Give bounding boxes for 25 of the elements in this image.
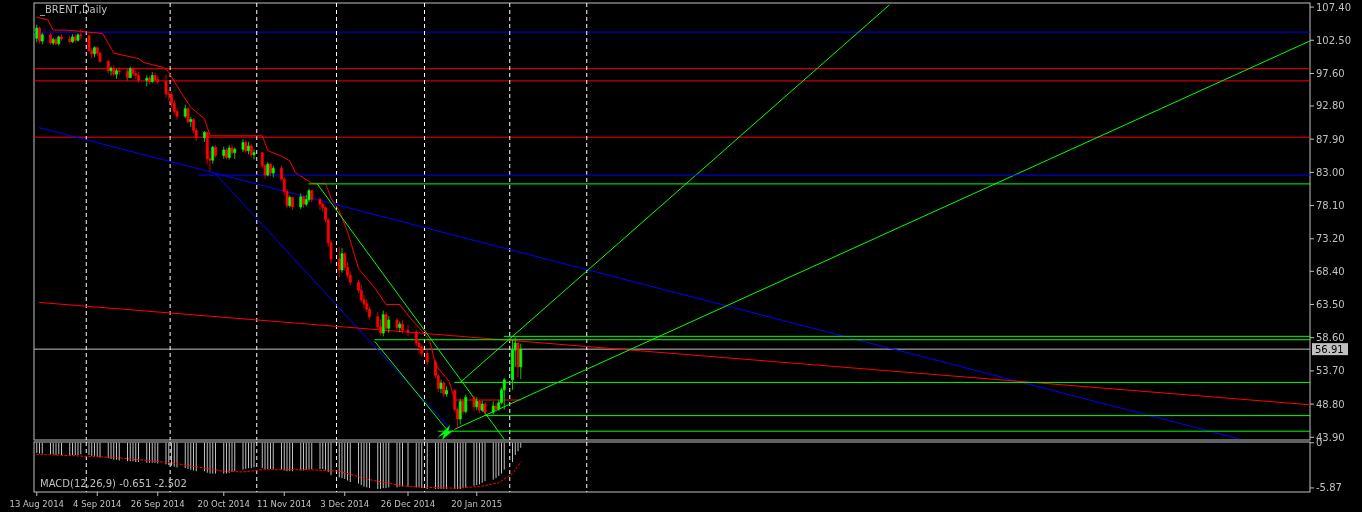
chart-title: _BRENT,Daily: [39, 4, 108, 16]
x-tick-label: 20 Oct 2014: [197, 499, 251, 509]
x-tick-label: 13 Aug 2014: [9, 499, 64, 509]
y-tick-label: 48.80: [1316, 398, 1345, 410]
x-tick-label: 26 Dec 2014: [380, 499, 436, 509]
y-tick-label: 68.40: [1316, 265, 1345, 277]
y-tick-label: 53.70: [1316, 365, 1345, 377]
y-tick-label: 92.80: [1316, 100, 1345, 112]
y-tick-label: 83.00: [1316, 166, 1345, 178]
x-tick-label: 20 Jan 2015: [451, 499, 503, 509]
x-tick-label: 4 Sep 2014: [73, 499, 122, 509]
y-tick-label: 58.60: [1316, 332, 1345, 344]
ref-line-label: 56.91: [1315, 343, 1344, 355]
y-tick-label: 78.10: [1316, 200, 1345, 212]
x-tick-label: 26 Sep 2014: [130, 499, 185, 509]
y-tick-label: 63.50: [1316, 299, 1345, 310]
y-tick-label: -5.87: [1316, 482, 1342, 494]
y-tick-label: 97.60: [1316, 67, 1345, 79]
y-tick-label: 107.40: [1316, 1, 1351, 13]
y-tick-label: 87.90: [1316, 133, 1345, 145]
y-tick-label: 73.20: [1316, 233, 1345, 245]
x-tick-label: 3 Dec 2014: [320, 499, 370, 509]
x-tick-label: 11 Nov 2014: [257, 499, 312, 509]
text: MACD(12,26,9) -0.651 -2.502: [40, 478, 187, 489]
y-tick-label: 102.50: [1316, 34, 1351, 46]
